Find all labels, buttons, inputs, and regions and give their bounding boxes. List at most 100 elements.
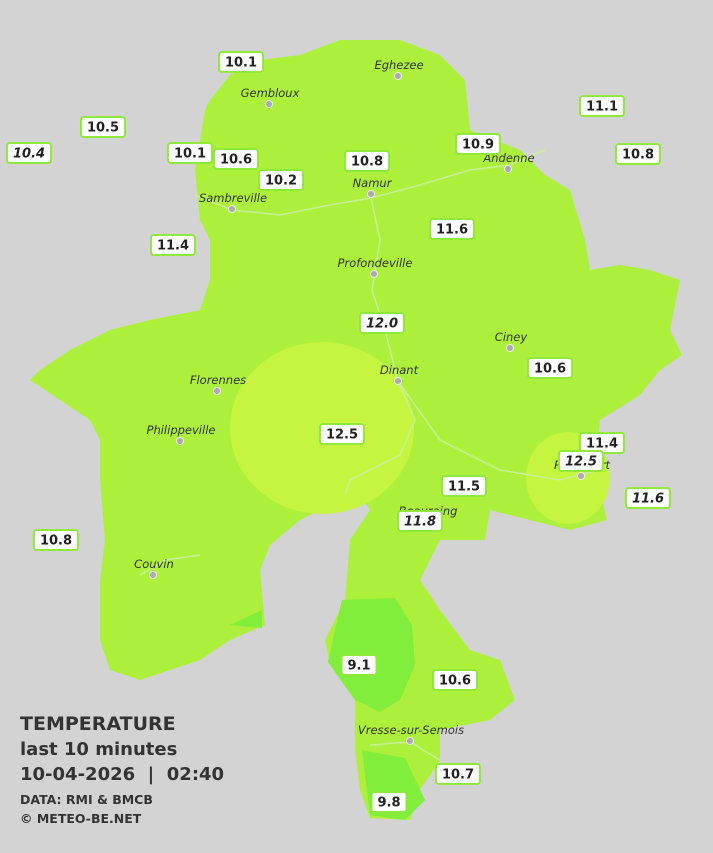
- town-dot: [265, 100, 273, 108]
- station-box: [257, 169, 305, 191]
- station-box: [428, 218, 476, 240]
- station-value: 11.4: [586, 437, 618, 452]
- station-value: 11.1: [586, 100, 618, 115]
- town-dot: [367, 190, 375, 198]
- station-value: 10.8: [622, 148, 654, 163]
- legend-datetime: 10-04-2026 | 02:40: [20, 764, 224, 785]
- town-dot: [176, 437, 184, 445]
- station-box: [526, 357, 574, 379]
- station-box: [614, 143, 662, 165]
- station: 10.8: [343, 150, 391, 172]
- station: 11.5: [440, 475, 488, 497]
- station-box: [212, 148, 260, 170]
- station: 10.2: [257, 169, 305, 191]
- station-box: [624, 487, 672, 509]
- station-value: 11.8: [404, 515, 436, 530]
- station-value: 12.5: [565, 455, 597, 470]
- town-dot: [506, 344, 514, 352]
- station-value: 11.6: [632, 492, 664, 507]
- town-name: Vresse-sur-Semois: [358, 723, 464, 737]
- station-value: 10.4: [13, 147, 45, 162]
- town-name: Dinant: [380, 363, 419, 377]
- town-dot: [504, 165, 512, 173]
- town-name: Florennes: [190, 373, 246, 387]
- station: 10.1: [166, 142, 214, 164]
- town-dot: [149, 571, 157, 579]
- station: 12.5: [318, 423, 366, 445]
- station-value: 12.0: [366, 317, 398, 332]
- station-value: 10.5: [87, 121, 119, 136]
- town-dot: [577, 472, 585, 480]
- station-box: [340, 654, 378, 676]
- town-dot: [394, 377, 402, 385]
- station-box: [396, 510, 444, 532]
- town-name: Gembloux: [241, 86, 300, 100]
- station-box: [440, 475, 488, 497]
- station: 10.6: [526, 357, 574, 379]
- station-box: [370, 791, 408, 813]
- station: 10.9: [454, 133, 502, 155]
- town-name: Eghezee: [374, 58, 423, 72]
- station-box: [5, 142, 53, 164]
- station: 11.4: [578, 432, 626, 454]
- station-box: [431, 669, 479, 691]
- legend-source: DATA: RMI & BMCB: [20, 792, 153, 807]
- station: 10.5: [79, 116, 127, 138]
- station: 10.8: [32, 529, 80, 551]
- station-value: 11.5: [448, 480, 480, 495]
- station-value: 10.2: [265, 174, 297, 189]
- town-name: Philippeville: [147, 423, 216, 437]
- station-value: 11.6: [436, 223, 468, 238]
- station-box: [166, 142, 214, 164]
- town-name: Ciney: [495, 330, 528, 344]
- town-dot: [370, 270, 378, 278]
- legend-credit: © METEO-BE.NET: [20, 811, 142, 826]
- station-box: [318, 423, 366, 445]
- cool-zone: [230, 610, 262, 628]
- station-value: 10.8: [351, 155, 383, 170]
- station: 11.1: [578, 95, 626, 117]
- station-box: [343, 150, 391, 172]
- station: 10.4: [5, 142, 53, 164]
- station: 11.6: [624, 487, 672, 509]
- town-dot: [394, 72, 402, 80]
- station-value: 10.6: [220, 153, 252, 168]
- station: 12.0: [358, 312, 406, 334]
- station-box: [557, 450, 605, 472]
- station-value: 9.1: [347, 659, 370, 674]
- station: 10.6: [431, 669, 479, 691]
- station-value: 12.5: [326, 428, 358, 443]
- station-box: [32, 529, 80, 551]
- town-dot: [406, 737, 414, 745]
- legend: TEMPERATURE last 10 minutes 10-04-2026 |…: [20, 713, 224, 826]
- station-value: 10.7: [442, 768, 474, 783]
- station-box: [217, 51, 265, 73]
- town-name: Profondeville: [338, 256, 413, 270]
- station-box: [434, 763, 482, 785]
- station: 9.1: [340, 654, 378, 676]
- station-value: 10.6: [534, 362, 566, 377]
- station-value: 11.4: [157, 239, 189, 254]
- town-dot: [213, 387, 221, 395]
- station-value: 9.8: [377, 796, 400, 811]
- station-value: 10.1: [174, 147, 206, 162]
- station-value: 10.1: [225, 56, 257, 71]
- station: 11.6: [428, 218, 476, 240]
- station: 10.1: [217, 51, 265, 73]
- legend-subtitle: last 10 minutes: [20, 739, 177, 760]
- station-value: 10.9: [462, 138, 494, 153]
- station-box: [358, 312, 406, 334]
- station: 11.8: [396, 510, 444, 532]
- station: 10.6: [212, 148, 260, 170]
- station: 12.5: [557, 450, 605, 472]
- station: 10.7: [434, 763, 482, 785]
- station: 9.8: [370, 791, 408, 813]
- town-name: Couvin: [134, 557, 174, 571]
- town-name: Sambreville: [199, 191, 267, 205]
- legend-title: TEMPERATURE: [20, 713, 176, 735]
- station-box: [578, 95, 626, 117]
- station-box: [454, 133, 502, 155]
- station: 10.8: [614, 143, 662, 165]
- town-dot: [228, 205, 236, 213]
